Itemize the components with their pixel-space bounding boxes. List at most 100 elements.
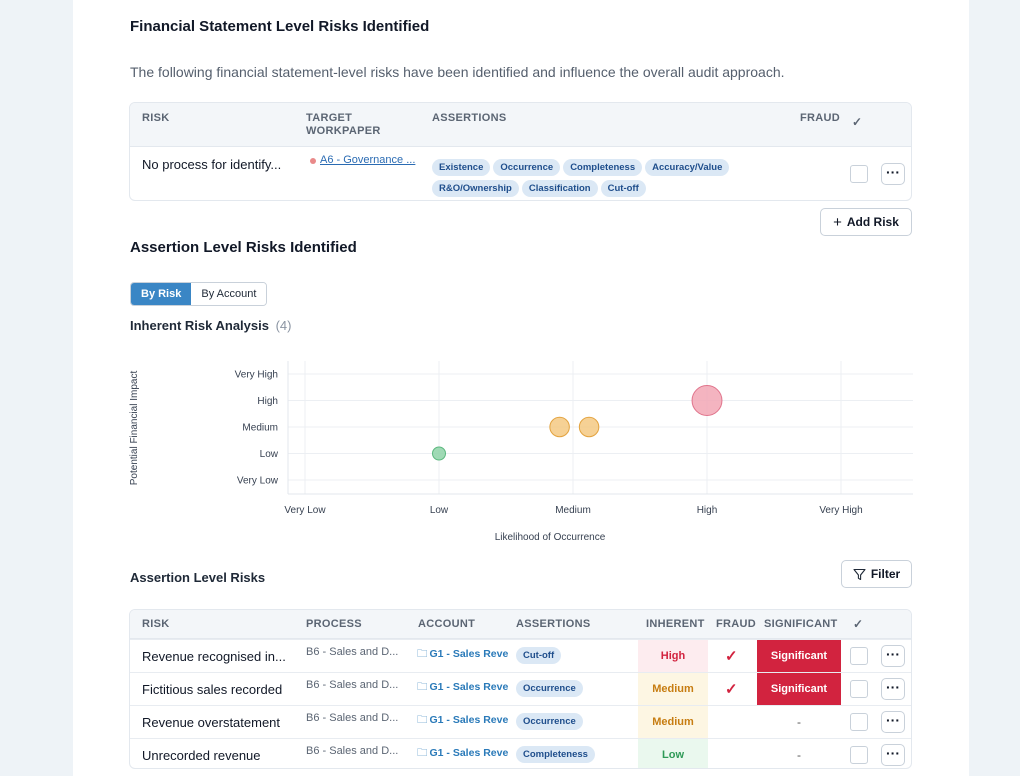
folder-icon: 🗀	[417, 714, 428, 726]
col-risk: RISK	[142, 618, 170, 630]
assertion-tag: Cut-off	[600, 180, 646, 197]
col-risk: RISK	[142, 112, 170, 124]
assertion-cell: Completeness	[516, 744, 598, 763]
risk-points	[432, 385, 723, 461]
fs-section-description: The following financial statement-level …	[130, 64, 785, 80]
fraud-check-icon: ✓	[725, 681, 738, 698]
account-name: G1 - Sales Reve	[429, 747, 509, 759]
risk-name[interactable]: Unrecorded revenue	[142, 748, 261, 763]
risk-point[interactable]	[578, 416, 600, 438]
chart-grid	[287, 361, 913, 495]
row-checkbox[interactable]	[850, 713, 868, 731]
process-name: B6 - Sales and D...	[306, 745, 399, 757]
fs-risk-name[interactable]: No process for identify...	[142, 157, 282, 172]
assertion-tag: Completeness	[516, 746, 595, 763]
risk-point[interactable]	[432, 446, 446, 461]
workpaper-link[interactable]: A6 - Governance ...	[320, 154, 416, 166]
col-inherent: INHERENT	[646, 618, 705, 630]
account-name: G1 - Sales Reve	[429, 648, 509, 660]
risks-table-header: RISK PROCESS ACCOUNT ASSERTIONS INHERENT…	[130, 610, 911, 639]
row-checkbox[interactable]	[850, 647, 868, 665]
row-checkbox[interactable]	[850, 746, 868, 764]
table-row[interactable]: Unrecorded revenue B6 - Sales and D... 🗀 G1…	[130, 738, 911, 768]
fs-assertion-tags: Existence Occurrence Completeness Accuracy/…	[432, 155, 762, 197]
toggle-by-account[interactable]: By Account	[191, 283, 267, 305]
col-check-icon: ✓	[852, 115, 863, 129]
col-check-icon: ✓	[853, 617, 864, 631]
process-name: B6 - Sales and D...	[306, 712, 399, 724]
x-tick-label: High	[697, 505, 718, 516]
assertion-tag: R&O/Ownership	[432, 180, 519, 197]
col-target-line1: TARGET	[306, 112, 353, 124]
fs-risk-table: RISK TARGET WORKPAPER ASSERTIONS FRAUD ✓…	[129, 102, 912, 201]
risk-name[interactable]: Revenue overstatement	[142, 715, 281, 730]
significant-badge: Significant	[757, 673, 841, 705]
process-name: B6 - Sales and D...	[306, 646, 399, 658]
y-tick-label: Very High	[235, 370, 278, 381]
inherent-level: High	[638, 640, 708, 673]
add-risk-button[interactable]: + Add Risk	[820, 208, 912, 236]
x-tick-label: Very High	[819, 505, 862, 516]
filter-icon	[853, 568, 866, 580]
account-link[interactable]: 🗀 G1 - Sales Reve	[417, 745, 508, 763]
assertion-section-title: Assertion Level Risks Identified	[130, 239, 357, 256]
assertion-risks-table: RISK PROCESS ACCOUNT ASSERTIONS INHERENT…	[129, 609, 912, 769]
inherent-level: Medium	[638, 706, 708, 739]
more-options-button[interactable]: ···	[881, 711, 905, 733]
assertion-tag: Occurrence	[516, 680, 583, 697]
col-fraud: FRAUD	[716, 618, 756, 630]
x-axis-title: Likelihood of Occurrence	[495, 532, 606, 543]
row-checkbox[interactable]	[850, 680, 868, 698]
more-options-button[interactable]: ···	[881, 678, 905, 700]
col-target-line2: WORKPAPER	[306, 125, 381, 137]
assertion-tag: Cut-off	[516, 647, 562, 664]
y-axis-title: Potential Financial Impact	[129, 371, 140, 486]
fraud-check-icon: ✓	[725, 648, 738, 665]
col-assertions: ASSERTIONS	[432, 112, 507, 124]
more-options-button[interactable]: ···	[881, 645, 905, 667]
add-risk-label: Add Risk	[846, 215, 899, 229]
risk-point[interactable]	[691, 385, 723, 416]
view-toggle: By Risk By Account	[130, 282, 268, 306]
y-tick-label: High	[257, 396, 278, 407]
fs-table-header: RISK TARGET WORKPAPER ASSERTIONS FRAUD ✓	[130, 103, 911, 147]
assertion-tag: Occurrence	[493, 159, 561, 176]
x-tick-label: Low	[430, 505, 449, 516]
more-options-button[interactable]: ···	[881, 163, 905, 185]
folder-icon: 🗀	[417, 648, 428, 660]
x-axis-labels: Very Low Low Medium High Very High	[284, 505, 862, 516]
toggle-by-risk[interactable]: By Risk	[131, 283, 192, 305]
more-options-button[interactable]: ···	[881, 744, 905, 766]
assertion-cell: Occurrence	[516, 678, 586, 697]
table-row[interactable]: Revenue overstatement B6 - Sales and D...…	[130, 705, 911, 739]
y-tick-label: Medium	[242, 423, 278, 434]
assertion-tag: Occurrence	[516, 713, 583, 730]
significant-value: -	[797, 715, 801, 729]
risk-name[interactable]: Revenue recognised in...	[142, 649, 286, 664]
assertion-tag: Accuracy/Value	[645, 159, 730, 176]
account-link[interactable]: 🗀 G1 - Sales Reve	[417, 646, 508, 664]
inherent-risk-chart: Very Low Low Medium High Very High Very Low L…	[129, 361, 913, 543]
assertion-tag: Existence	[432, 159, 491, 176]
assertion-cell: Occurrence	[516, 711, 586, 730]
risk-point[interactable]	[549, 416, 570, 438]
account-name: G1 - Sales Reve	[429, 714, 509, 726]
y-tick-label: Very Low	[237, 476, 279, 487]
risk-name[interactable]: Fictitious sales recorded	[142, 682, 283, 697]
account-link[interactable]: 🗀 G1 - Sales Reve	[417, 679, 508, 697]
row-checkbox[interactable]	[850, 165, 868, 183]
filter-button[interactable]: Filter	[841, 560, 912, 588]
assertion-tag: Classification	[521, 180, 598, 197]
account-link[interactable]: 🗀 G1 - Sales Reve	[417, 712, 508, 730]
significant-badge: Significant	[757, 640, 841, 672]
table-row[interactable]: Fictitious sales recorded B6 - Sales and …	[130, 672, 911, 706]
inherent-level: Low	[638, 739, 708, 768]
analysis-count: (4)	[275, 318, 292, 333]
plus-icon: +	[833, 213, 842, 231]
folder-icon: 🗀	[417, 747, 428, 759]
col-process: PROCESS	[306, 618, 362, 630]
table-row[interactable]: Revenue recognised in... B6 - Sales and D…	[130, 639, 911, 673]
col-account: ACCOUNT	[418, 618, 476, 630]
inherent-level: Medium	[638, 673, 708, 706]
x-tick-label: Very Low	[284, 505, 326, 516]
